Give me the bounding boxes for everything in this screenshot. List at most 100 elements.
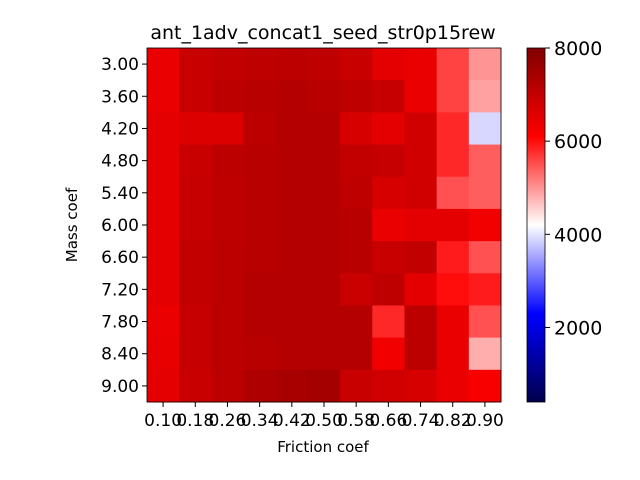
heatmap-cell	[147, 208, 180, 242]
y-tick-label: 7.80	[101, 313, 139, 333]
heatmap-cell	[436, 273, 470, 306]
heatmap-cell	[340, 208, 373, 242]
heatmap-cell	[243, 80, 277, 113]
heatmap-cell	[147, 144, 180, 178]
heatmap-cell	[243, 241, 277, 274]
heatmap-cell	[340, 144, 373, 178]
heatmap-cell	[340, 112, 373, 146]
x-tick-label: 0.42	[273, 411, 311, 431]
x-tick-label: 0.82	[434, 411, 472, 431]
heatmap-cell	[372, 305, 405, 339]
heatmap-cell	[179, 337, 212, 371]
heatmap-cell	[179, 305, 212, 339]
heatmap-cell	[147, 176, 180, 210]
heatmap-cell	[307, 112, 341, 146]
heatmap-cell	[404, 241, 438, 274]
heatmap-cell	[275, 48, 309, 81]
heatmap-cell	[372, 144, 405, 178]
heatmap-cell	[147, 305, 180, 339]
heatmap-cell	[211, 48, 245, 81]
heatmap-cell	[372, 176, 405, 210]
heatmap-cell	[307, 241, 341, 274]
heatmap-cell	[211, 176, 245, 210]
heatmap-cell	[211, 337, 245, 371]
heatmap-cell	[275, 337, 309, 371]
heatmap-cell	[307, 144, 341, 178]
heatmap-cell	[404, 48, 438, 81]
heatmap-cell	[179, 208, 212, 242]
heatmap-cell	[468, 144, 502, 178]
y-axis-label: Mass coef	[63, 187, 81, 262]
heatmap-cell	[436, 305, 470, 339]
heatmap-cell	[468, 241, 502, 274]
heatmap-cell	[147, 48, 180, 81]
x-tick-label: 0.34	[241, 411, 279, 431]
heatmap-cell	[436, 369, 470, 403]
heatmap-cell	[147, 273, 180, 306]
heatmap-cell	[372, 273, 405, 306]
colorbar-ticks: 2000 4000 6000 8000	[545, 38, 602, 339]
heatmap-cell	[372, 48, 405, 81]
heatmap-cell	[243, 144, 277, 178]
heatmap-cell	[372, 112, 405, 146]
heatmap-cell	[179, 80, 212, 113]
y-tick-label: 5.40	[101, 184, 139, 204]
heatmap-cell	[307, 337, 341, 371]
heatmap-cell	[307, 305, 341, 339]
heatmap-cell	[211, 208, 245, 242]
heatmap-cell	[372, 337, 405, 371]
y-tick-label: 7.20	[101, 280, 139, 300]
heatmap-cell	[275, 369, 309, 403]
heatmap-cell	[436, 48, 470, 81]
heatmap-cell	[307, 80, 341, 113]
heatmap-cell	[243, 208, 277, 242]
heatmap-cell	[340, 369, 373, 403]
heatmap-cell	[404, 273, 438, 306]
x-axis-label: Friction coef	[277, 438, 369, 456]
heatmap-cell	[179, 144, 212, 178]
heatmap-cell	[372, 369, 405, 403]
heatmap-cell	[436, 144, 470, 178]
heatmap-cell	[211, 241, 245, 274]
y-tick-label: 6.60	[101, 248, 139, 268]
x-axis-ticks: 0.100.180.260.340.420.500.580.660.740.82…	[144, 402, 504, 431]
heatmap-cell	[404, 112, 438, 146]
heatmap-cell	[340, 241, 373, 274]
heatmap-cell	[243, 369, 277, 403]
heatmap-cell	[404, 337, 438, 371]
y-tick-label: 8.40	[101, 345, 139, 365]
plot-frame	[146, 47, 502, 403]
heatmap-cell	[340, 273, 373, 306]
chart-title: ant_1adv_concat1_seed_str0p15rew	[150, 22, 495, 44]
x-tick-label: 0.50	[305, 411, 343, 431]
heatmap-cell	[211, 305, 245, 339]
heatmap-cell	[179, 112, 212, 146]
y-axis-ticks: 3.00 3.60 4.20 4.80 5.40 6.00 6.60 7.20 7.80 8.40…	[101, 55, 147, 397]
heatmap-cell	[147, 112, 180, 146]
colorbar	[526, 47, 546, 403]
heatmap-cell	[307, 273, 341, 306]
x-tick-label: 0.26	[209, 411, 247, 431]
heatmap-cell	[468, 80, 502, 113]
heatmap-cell	[404, 369, 438, 403]
heatmap-cells	[147, 48, 502, 403]
heatmap-cell	[372, 80, 405, 113]
heatmap-cell	[340, 176, 373, 210]
x-tick-label: 0.74	[402, 411, 440, 431]
y-tick-label: 6.00	[101, 216, 139, 236]
heatmap-cell	[243, 176, 277, 210]
heatmap-cell	[372, 208, 405, 242]
heatmap-cell	[468, 176, 502, 210]
heatmap-cell	[211, 369, 245, 403]
heatmap-cell	[436, 80, 470, 113]
heatmap-cell	[179, 369, 212, 403]
heatmap-cell	[275, 208, 309, 242]
heatmap-cell	[372, 241, 405, 274]
heatmap-cell	[147, 369, 180, 403]
x-tick-label: 0.10	[144, 411, 182, 431]
heatmap-cell	[404, 80, 438, 113]
heatmap-cell	[243, 48, 277, 81]
heatmap-cell	[340, 305, 373, 339]
heatmap-cell	[340, 48, 373, 81]
